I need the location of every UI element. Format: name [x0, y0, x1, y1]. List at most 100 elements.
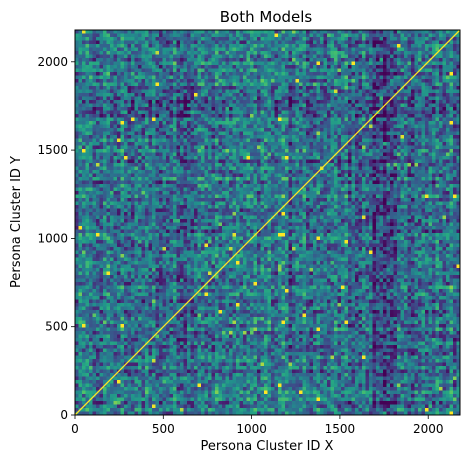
- heatmap-cell: [379, 68, 384, 73]
- heatmap-cell: [197, 103, 202, 108]
- heatmap-cell: [449, 170, 454, 174]
- heatmap-cell: [442, 89, 447, 94]
- heatmap-cell: [453, 68, 457, 73]
- heatmap-cell: [407, 180, 412, 185]
- heatmap-cell: [421, 75, 426, 80]
- heatmap-cell: [239, 184, 244, 188]
- heatmap-cell: [355, 107, 359, 111]
- heatmap-cell: [141, 114, 146, 118]
- heatmap-cell: [316, 121, 321, 125]
- heatmap-cell: [162, 103, 167, 108]
- heatmap-cell: [127, 107, 132, 111]
- heatmap-cell: [134, 145, 139, 150]
- heatmap-cell: [397, 142, 401, 146]
- heatmap-cell: [155, 65, 160, 69]
- heatmap-cell: [239, 103, 244, 108]
- heatmap-cell: [117, 138, 121, 143]
- heatmap-cell: [299, 107, 303, 111]
- heatmap-cell: [379, 114, 384, 118]
- heatmap-cell: [204, 170, 209, 174]
- heatmap-cell: [320, 180, 324, 185]
- heatmap-cell: [411, 145, 415, 150]
- heatmap-cell: [337, 107, 342, 111]
- heatmap-cell: [274, 166, 279, 171]
- heatmap-cell: [421, 61, 426, 66]
- heatmap-cell: [246, 68, 251, 73]
- heatmap-cell: [306, 82, 310, 87]
- heatmap-cell: [229, 124, 233, 129]
- heatmap-cell: [358, 51, 363, 55]
- heatmap-cell: [407, 117, 412, 122]
- heatmap-cell: [211, 173, 216, 178]
- heatmap-cell: [330, 58, 335, 62]
- heatmap-cell: [421, 135, 426, 139]
- heatmap-cell: [229, 58, 233, 62]
- heatmap-cell: [145, 37, 149, 41]
- heatmap-cell: [131, 187, 135, 192]
- heatmap-cell: [278, 47, 282, 52]
- heatmap-cell: [334, 180, 338, 185]
- heatmap-cell: [89, 107, 93, 111]
- heatmap-cell: [190, 61, 195, 66]
- heatmap-cell: [341, 72, 345, 76]
- heatmap-cell: [369, 159, 373, 164]
- heatmap-cell: [274, 79, 279, 83]
- heatmap-cell: [120, 180, 125, 185]
- heatmap-cell: [180, 54, 184, 59]
- heatmap-cell: [397, 96, 401, 101]
- heatmap-cell: [309, 114, 314, 118]
- heatmap-cell: [295, 156, 300, 160]
- heatmap-cell: [299, 58, 303, 62]
- heatmap-cell: [110, 72, 114, 76]
- heatmap-cell: [243, 68, 247, 73]
- heatmap-cell: [239, 142, 244, 146]
- heatmap-cell: [344, 47, 349, 52]
- heatmap-cell: [229, 96, 233, 101]
- heatmap-cell: [239, 61, 244, 66]
- heatmap-cell: [162, 96, 167, 101]
- heatmap-cell: [236, 149, 240, 153]
- heatmap-cell: [453, 107, 457, 111]
- heatmap-cell: [271, 184, 275, 188]
- heatmap-cell: [407, 51, 412, 55]
- heatmap-cell: [99, 156, 104, 160]
- heatmap-cell: [89, 131, 93, 136]
- heatmap-cell: [148, 163, 153, 167]
- heatmap-cell: [106, 142, 111, 146]
- heatmap-cell: [110, 173, 114, 178]
- heatmap-cell: [365, 149, 370, 153]
- heatmap-cell: [145, 163, 149, 167]
- heatmap-cell: [428, 89, 433, 94]
- heatmap-cell: [201, 79, 205, 83]
- heatmap-cell: [197, 131, 202, 136]
- heatmap-cell: [379, 128, 384, 132]
- heatmap-cell: [113, 121, 118, 125]
- heatmap-cell: [127, 82, 132, 87]
- heatmap-cell: [134, 58, 139, 62]
- heatmap-cell: [215, 58, 219, 62]
- heatmap-cell: [400, 82, 405, 87]
- heatmap-cell: [197, 107, 202, 111]
- heatmap-cell: [281, 79, 286, 83]
- heatmap-cell: [428, 142, 433, 146]
- heatmap-cell: [222, 65, 226, 69]
- heatmap-cell: [82, 135, 86, 139]
- heatmap-cell: [390, 40, 394, 45]
- heatmap-cell: [85, 86, 90, 90]
- heatmap-cell: [131, 163, 135, 167]
- heatmap-cell: [414, 107, 419, 111]
- heatmap-cell: [362, 145, 366, 150]
- heatmap-cell: [337, 72, 342, 76]
- heatmap-cell: [313, 44, 317, 48]
- heatmap-cell: [358, 114, 363, 118]
- heatmap-cell: [274, 100, 279, 104]
- heatmap-cell: [183, 135, 188, 139]
- heatmap-cell: [306, 142, 310, 146]
- heatmap-cell: [152, 47, 156, 52]
- heatmap-cell: [428, 135, 433, 139]
- heatmap-cell: [309, 79, 314, 83]
- heatmap-cell: [162, 187, 167, 192]
- heatmap-cell: [124, 135, 128, 139]
- heatmap-cell: [456, 114, 461, 118]
- heatmap-cell: [117, 149, 121, 153]
